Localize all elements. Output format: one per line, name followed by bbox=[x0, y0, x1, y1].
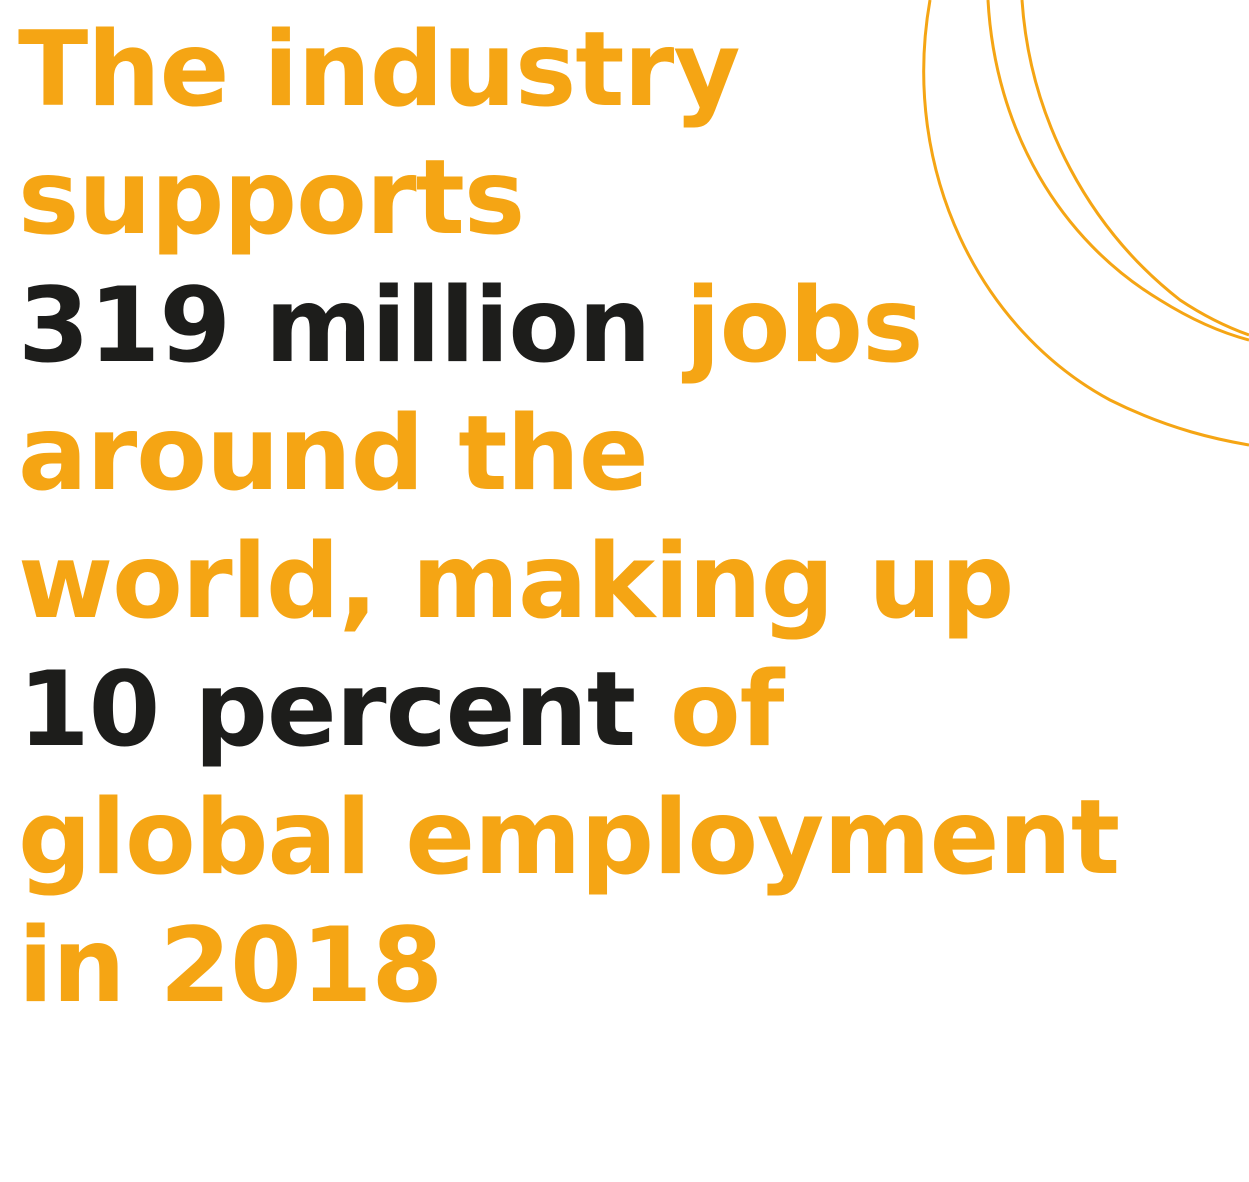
headline-line-4: around the bbox=[18, 390, 1119, 518]
headline-text: supports bbox=[18, 138, 525, 258]
headline-line-2: supports bbox=[18, 134, 1119, 262]
headline-line-1: The industry bbox=[18, 6, 1119, 134]
headline-line-6: 10 percent of bbox=[18, 646, 1119, 774]
highlight-jobs-figure: 319 million bbox=[18, 266, 651, 386]
headline-text: The industry bbox=[18, 10, 740, 130]
headline-text: world, making up bbox=[18, 522, 1014, 642]
highlight-percent-figure: 10 percent bbox=[18, 650, 636, 770]
headline: The industry supports 319 million jobs a… bbox=[18, 6, 1120, 1030]
headline-text: in 2018 bbox=[18, 906, 443, 1026]
headline-line-7: global employment bbox=[18, 774, 1120, 902]
headline-line-3: 319 million jobs bbox=[18, 262, 1119, 390]
headline-text: of bbox=[635, 650, 785, 770]
headline-line-5: world, making up bbox=[18, 518, 1119, 646]
headline-text: global employment bbox=[18, 778, 1120, 898]
headline-line-8: in 2018 bbox=[18, 902, 1119, 1030]
headline-text: jobs bbox=[650, 266, 923, 386]
headline-text: around the bbox=[18, 394, 649, 514]
